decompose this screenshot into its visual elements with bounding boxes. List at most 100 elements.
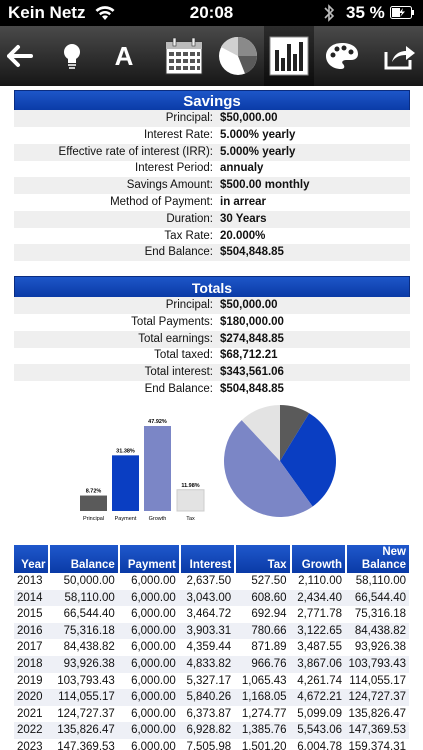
savings-value: $500.00 monthly — [220, 179, 310, 192]
column-header[interactable]: Balance — [48, 545, 118, 573]
pie-slice-tax — [241, 405, 280, 461]
table-cell: 103,793.43 — [345, 655, 409, 673]
toolbar: A — [0, 26, 423, 86]
table-cell: 1,065.43 — [241, 674, 287, 687]
share-icon — [384, 46, 415, 70]
table-cell: 4,833.82 — [178, 655, 235, 673]
table-cell: 103,793.43 — [57, 674, 115, 687]
totals-label: Total Payments: — [131, 315, 213, 328]
bluetooth-icon — [324, 4, 335, 22]
table-row: 2022 135,826.47 6,000.00 6,928.82 1,385.76 5,… — [14, 722, 409, 739]
totals-row: Total earnings: $274,848.85 — [14, 330, 410, 348]
table-cell: 135,826.47 — [348, 707, 406, 720]
totals-value: $274,848.85 — [220, 332, 284, 345]
table-cell: 1,274.77 — [241, 707, 287, 720]
totals-row: Total interest: $343,561.06 — [14, 364, 410, 382]
table-cell: 5,840.26 — [178, 689, 235, 706]
table-cell: 2019 — [17, 674, 43, 687]
table-cell: 2017 — [17, 641, 43, 654]
savings-row: Effective rate of interest (IRR): 5.000% … — [14, 143, 410, 161]
table-cell: 1,501.20 — [241, 740, 287, 750]
table-cell: 6,000.00 — [131, 740, 176, 750]
back-arrow-icon — [7, 45, 33, 67]
font-button[interactable]: A — [104, 26, 144, 86]
table-cell: 6,000.00 — [117, 589, 179, 607]
table-cell: 2016 — [14, 622, 49, 640]
table-cell: 2,434.40 — [289, 589, 345, 607]
column-header[interactable]: Year — [14, 545, 49, 573]
table-cell: 3,122.65 — [289, 622, 345, 640]
savings-label: Tax Rate: — [164, 229, 213, 242]
savings-value: 5.000% yearly — [220, 128, 296, 141]
back-button[interactable] — [0, 26, 40, 86]
savings-value: $50,000.00 — [220, 112, 278, 124]
savings-row: Interest Rate: 5.000% yearly — [14, 127, 410, 144]
table-cell: 1,385.76 — [234, 722, 290, 739]
column-header[interactable]: New Balance — [345, 545, 409, 573]
table-cell: 2015 — [17, 608, 43, 621]
savings-row: End Balance: $504,848.85 — [14, 244, 410, 262]
table-cell: 2,637.50 — [186, 575, 232, 587]
bar-value-label: 8.72% — [86, 489, 102, 495]
table-cell: 75,316.18 — [354, 608, 406, 621]
text-font-icon: A — [115, 43, 134, 69]
column-header[interactable]: Growth — [289, 545, 345, 573]
column-header[interactable]: Interest — [178, 545, 235, 573]
bar-chart-button[interactable] — [264, 26, 314, 86]
bar-value-label: 31.38% — [116, 448, 135, 454]
table-row: 2014 58,110.00 6,000.00 3,043.00 608.60 2,434… — [14, 589, 409, 607]
table-header-row: Year Balance Payment Interest Tax Growth New B… — [14, 545, 409, 573]
table-cell: 124,727.37 — [345, 689, 409, 706]
report-content[interactable]: Savings Principal: $50,000.00 Interest Rat… — [0, 86, 423, 750]
totals-label: Total interest: — [144, 366, 213, 379]
savings-row: Savings Amount: $500.00 monthly — [14, 177, 410, 195]
table-cell: 2,771.78 — [297, 608, 342, 621]
table-cell: 2013 — [17, 575, 43, 587]
totals-row: End Balance: $504,848.85 — [14, 381, 410, 398]
table-cell: 114,055.17 — [48, 689, 118, 706]
savings-label: Principal: — [165, 112, 213, 124]
table-row: 2019 103,793.43 6,000.00 5,327.17 1,065.43 4,… — [14, 673, 409, 690]
totals-row: Total Payments: $180,000.00 — [14, 314, 410, 331]
table-cell: 6,000.00 — [131, 575, 176, 587]
table-cell: 2,110.00 — [298, 575, 342, 587]
savings-label: Duration: — [166, 212, 213, 225]
share-button[interactable] — [378, 26, 422, 86]
table-cell: 5,543.06 — [289, 722, 345, 739]
table-cell: 58,110.00 — [48, 589, 118, 607]
table-cell: 124,727.37 — [57, 707, 115, 720]
pie-slice-payment — [280, 413, 336, 507]
savings-label: End Balance: — [144, 246, 213, 259]
table-cell: 871.89 — [251, 641, 287, 654]
totals-value: $343,561.06 — [220, 366, 284, 379]
calendar-button[interactable] — [160, 26, 208, 86]
bar-category-label: Payment — [115, 516, 137, 522]
bar-value-label: 11.98% — [181, 483, 199, 489]
table-cell: 3,867.06 — [289, 655, 345, 673]
table-cell: 4,672.21 — [289, 689, 345, 706]
totals-value: $504,848.85 — [220, 383, 284, 395]
table-cell: 6,000.00 — [131, 707, 176, 720]
table-cell: 527.50 — [251, 575, 287, 587]
savings-row: Tax Rate: 20.000% — [14, 228, 410, 245]
table-row: 2013 50,000.00 6,000.00 2,637.50 527.50 2,110… — [14, 573, 409, 590]
savings-label: Interest Period: — [135, 162, 213, 175]
battery-icon — [390, 6, 414, 19]
table-cell: 3,903.31 — [178, 622, 235, 640]
column-header[interactable]: Tax — [234, 545, 290, 573]
palette-button[interactable] — [318, 26, 366, 86]
pie-chart-button[interactable] — [214, 26, 262, 86]
table-cell: 50,000.00 — [63, 575, 115, 587]
table-row: 2020 114,055.17 6,000.00 5,840.26 1,168.05 4,… — [14, 689, 409, 706]
lightbulb-icon — [64, 44, 80, 69]
savings-label: Effective rate of interest (IRR): — [58, 145, 213, 158]
savings-row: Duration: 30 Years — [14, 210, 410, 228]
carrier-label: Kein Netz — [8, 3, 86, 22]
table-cell: 3,043.00 — [178, 589, 235, 607]
column-header[interactable]: Payment — [117, 545, 179, 573]
table-cell: 6,000.00 — [117, 622, 179, 640]
lightbulb-button[interactable] — [52, 26, 92, 86]
savings-row: Interest Period: annualy — [14, 160, 410, 177]
savings-value: annualy — [220, 162, 264, 175]
table-cell: 3,487.55 — [297, 641, 342, 654]
